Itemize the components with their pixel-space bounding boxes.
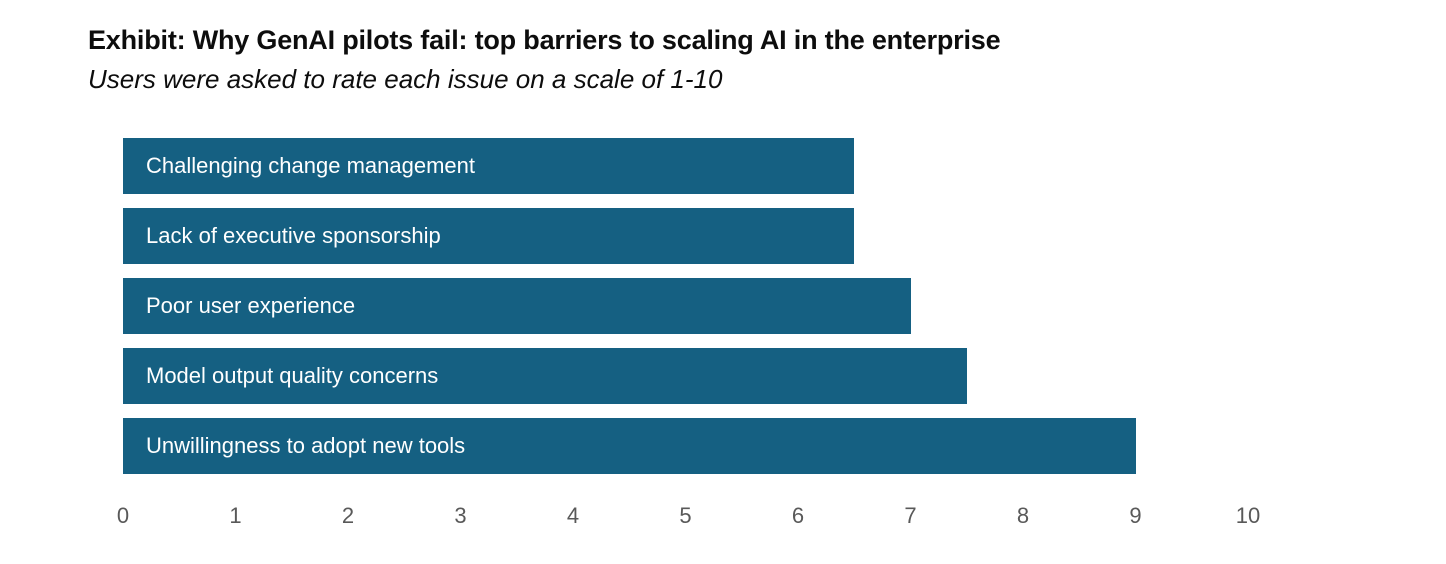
bar: Poor user experience xyxy=(123,278,911,334)
bar-row: Poor user experience xyxy=(123,278,1248,334)
bar-row: Lack of executive sponsorship xyxy=(123,208,1248,264)
x-axis-tick-label: 7 xyxy=(904,503,917,528)
bar-label: Model output quality concerns xyxy=(146,363,439,388)
x-axis-tick-label: 8 xyxy=(1016,503,1030,528)
x-axis-tick-label: 1 xyxy=(229,503,242,528)
bar-row: Unwillingness to adopt new tools xyxy=(123,418,1248,474)
bar: Unwillingness to adopt new tools xyxy=(123,418,1136,474)
bar: Model output quality concerns xyxy=(123,348,967,404)
x-axis-tick-label: 4 xyxy=(566,503,580,528)
x-axis-tick-label: 5 xyxy=(679,503,692,528)
bar-label: Challenging change management xyxy=(146,153,476,178)
bar-label: Unwillingness to adopt new tools xyxy=(146,433,466,458)
chart-subtitle: Users were asked to rate each issue on a… xyxy=(88,64,723,94)
x-axis-tick-label: 3 xyxy=(454,503,467,528)
bar-chart-plot-area: Challenging change management Lack of exe… xyxy=(123,138,1248,476)
bar-row: Challenging change management xyxy=(123,138,1248,194)
chart-title: Exhibit: Why GenAI pilots fail: top barr… xyxy=(88,25,1001,55)
bar: Challenging change management xyxy=(123,138,855,194)
bar-row: Model output quality concerns xyxy=(123,348,1248,404)
x-axis-tick-label: 0 xyxy=(116,503,130,528)
x-axis-tick-label: 10 xyxy=(1235,503,1261,528)
x-axis-tick-label: 6 xyxy=(791,503,805,528)
bar-label: Poor user experience xyxy=(146,293,356,318)
x-axis: 0 1 2 3 4 5 6 7 8 9 10 xyxy=(117,503,1260,533)
x-axis-tick-label: 9 xyxy=(1129,503,1142,528)
bar: Lack of executive sponsorship xyxy=(123,208,855,264)
bar-label: Lack of executive sponsorship xyxy=(146,223,441,248)
x-axis-tick-label: 2 xyxy=(341,503,355,528)
